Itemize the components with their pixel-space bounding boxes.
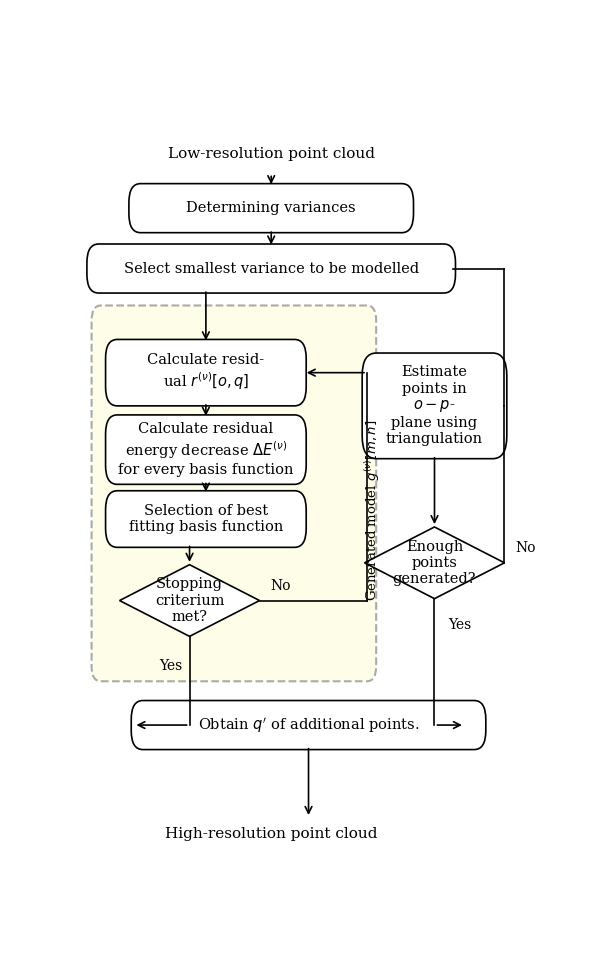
Text: Obtain $q'$ of additional points.: Obtain $q'$ of additional points. — [198, 715, 419, 735]
FancyBboxPatch shape — [129, 183, 414, 232]
Text: Calculate residual
energy decrease $\Delta E^{(\nu)}$
for every basis function: Calculate residual energy decrease $\Del… — [118, 422, 294, 477]
Text: Low-resolution point cloud: Low-resolution point cloud — [168, 147, 374, 161]
Text: Selection of best
fitting basis function: Selection of best fitting basis function — [129, 504, 283, 534]
Text: Stopping
criterium
met?: Stopping criterium met? — [155, 577, 225, 623]
FancyBboxPatch shape — [105, 339, 306, 406]
Text: No: No — [515, 541, 536, 556]
Text: No: No — [270, 579, 291, 593]
Text: Estimate
points in
$o - p$-
plane using
triangulation: Estimate points in $o - p$- plane using … — [386, 366, 483, 446]
Text: Generated model $g^{(\nu)}[m, n]$: Generated model $g^{(\nu)}[m, n]$ — [364, 419, 382, 601]
Text: Enough
points
generated?: Enough points generated? — [393, 540, 476, 586]
FancyBboxPatch shape — [362, 353, 507, 459]
FancyBboxPatch shape — [87, 244, 456, 293]
FancyBboxPatch shape — [105, 491, 306, 548]
Polygon shape — [120, 564, 259, 636]
Polygon shape — [365, 527, 504, 599]
Text: Determining variances: Determining variances — [187, 201, 356, 216]
Text: Yes: Yes — [448, 617, 472, 631]
Text: Calculate resid-
ual $r^{(\nu)}[o, q]$: Calculate resid- ual $r^{(\nu)}[o, q]$ — [147, 353, 264, 392]
FancyBboxPatch shape — [131, 701, 486, 750]
Text: Yes: Yes — [160, 659, 182, 673]
Text: High-resolution point cloud: High-resolution point cloud — [165, 827, 377, 842]
FancyBboxPatch shape — [105, 415, 306, 484]
FancyBboxPatch shape — [92, 306, 376, 681]
Text: Select smallest variance to be modelled: Select smallest variance to be modelled — [123, 262, 419, 275]
